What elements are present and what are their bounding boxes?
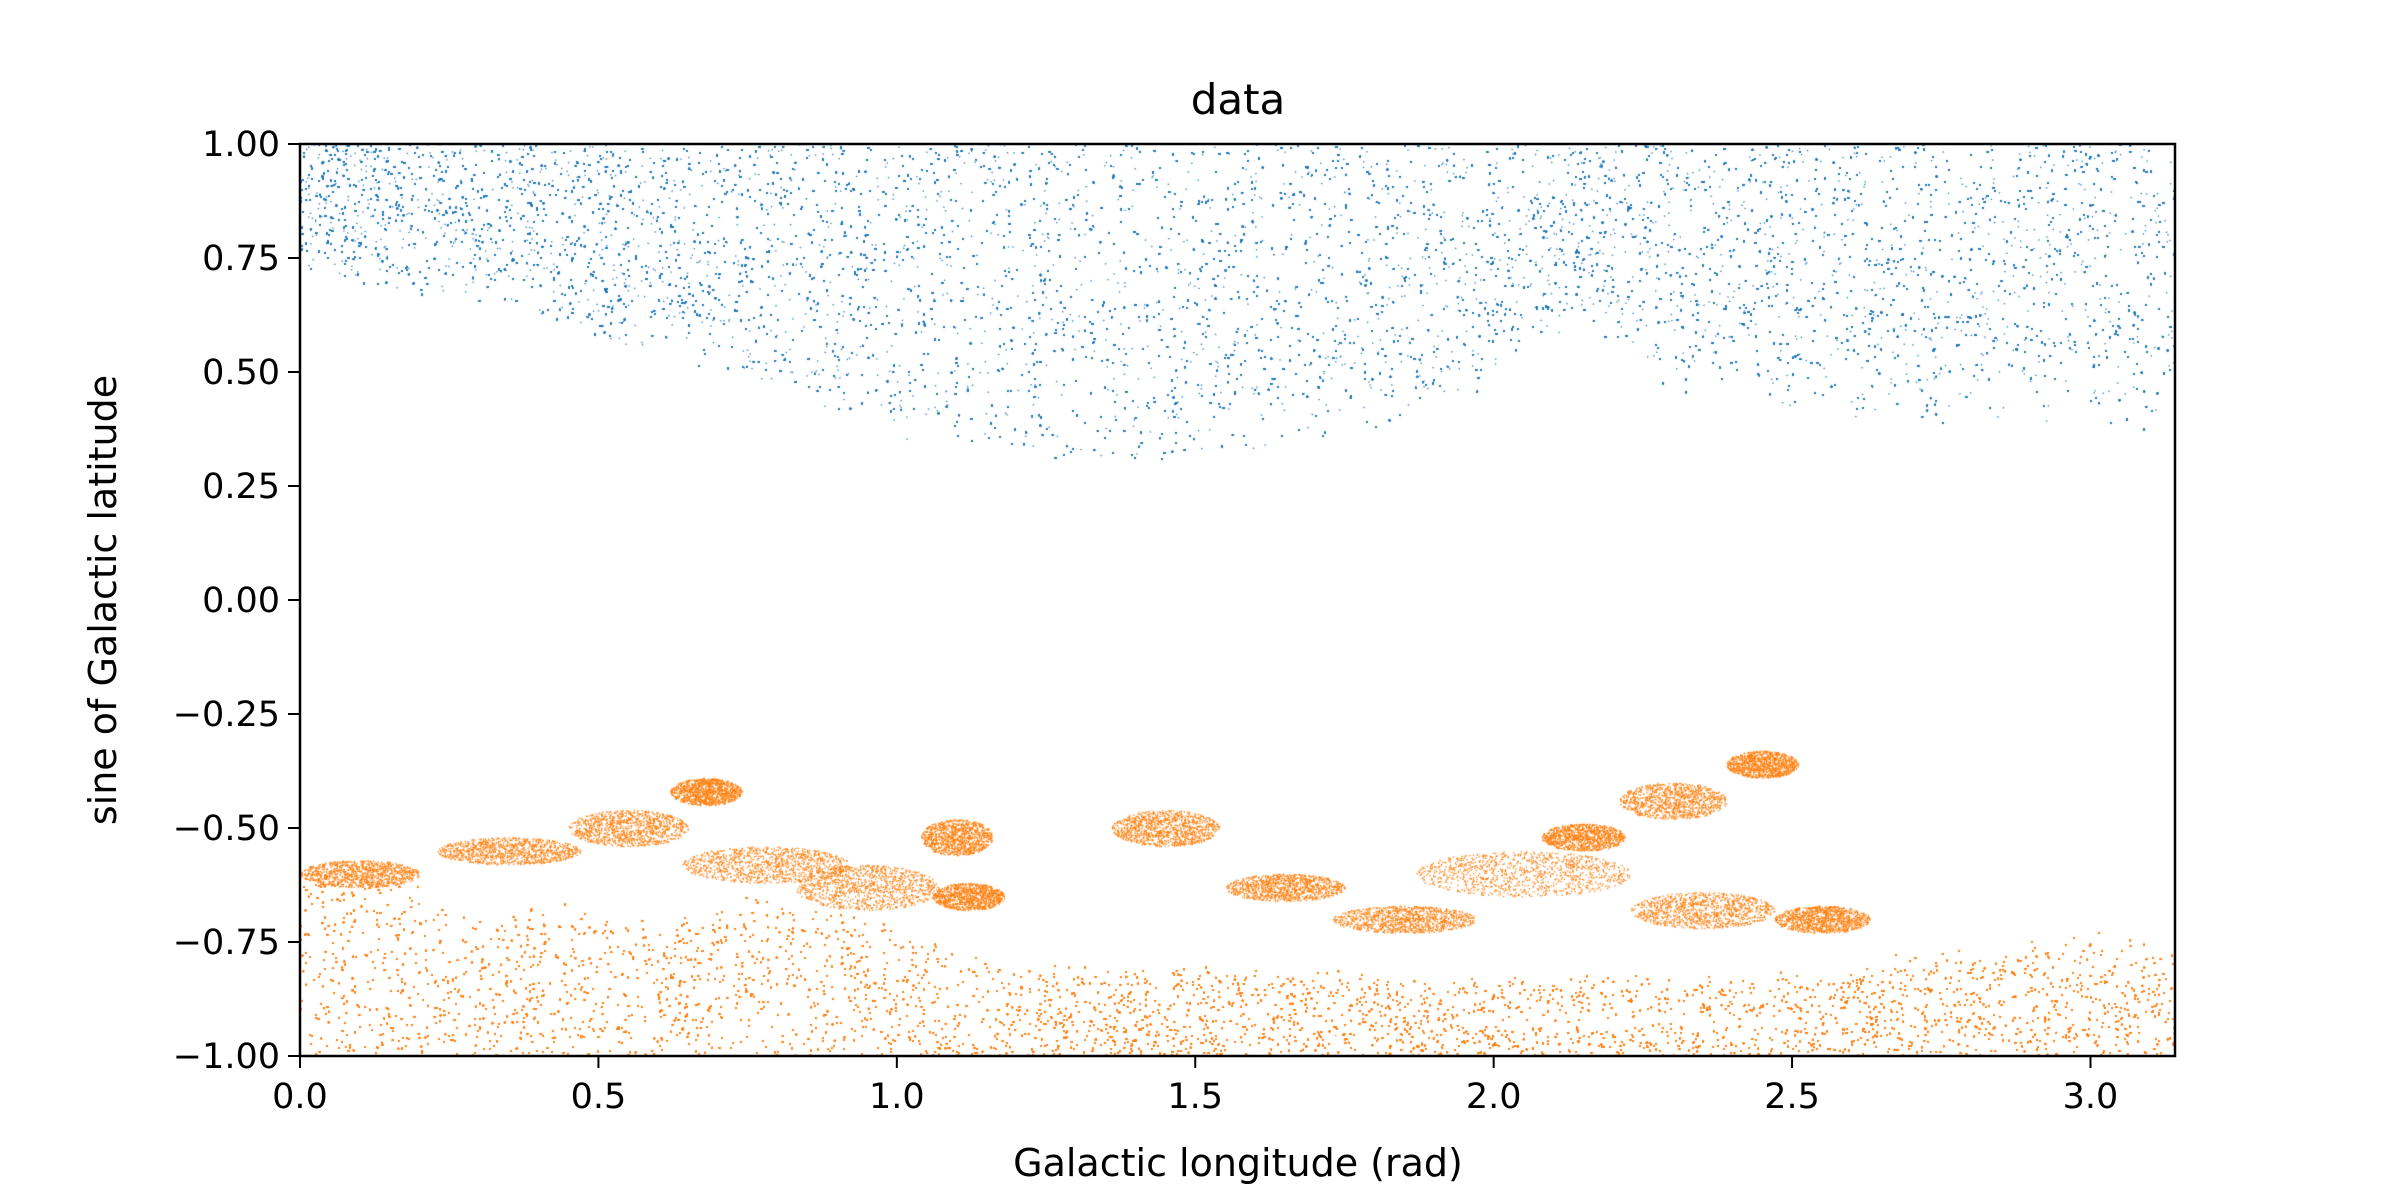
x-tick-label: 1.5 xyxy=(1167,1077,1223,1117)
x-tick-label: 1.0 xyxy=(869,1077,925,1117)
y-tick-label: 0.25 xyxy=(202,467,280,507)
x-tick-label: 2.0 xyxy=(1466,1077,1522,1117)
chart-title: data xyxy=(1191,75,1286,124)
y-tick-label: −0.75 xyxy=(173,923,280,963)
x-tick-label: 0.0 xyxy=(272,1077,328,1117)
x-axis-label: Galactic longitude (rad) xyxy=(1013,1141,1463,1185)
x-axis-ticks: 0.0 0.5 1.0 1.5 2.0 2.5 3.0 xyxy=(272,1056,2118,1117)
y-tick-label: 0.75 xyxy=(202,239,280,279)
y-tick-label: −0.25 xyxy=(173,695,280,735)
y-tick-label: 0.00 xyxy=(202,581,280,621)
y-tick-label: −1.00 xyxy=(173,1037,280,1077)
y-tick-label: 0.50 xyxy=(202,353,280,393)
y-tick-label: −0.50 xyxy=(173,809,280,849)
x-tick-label: 2.5 xyxy=(1764,1077,1820,1117)
x-tick-label: 3.0 xyxy=(2063,1077,2119,1117)
y-axis-label: sine of Galactic latitude xyxy=(81,375,125,825)
scatter-points xyxy=(300,144,2175,1056)
y-axis-ticks: 1.00 0.75 0.50 0.25 0.00 −0.25 −0.50 −0.75 −1.00 xyxy=(173,125,300,1077)
x-tick-label: 0.5 xyxy=(571,1077,627,1117)
scatter-layer xyxy=(300,144,2175,1056)
y-tick-label: 1.00 xyxy=(202,125,280,165)
